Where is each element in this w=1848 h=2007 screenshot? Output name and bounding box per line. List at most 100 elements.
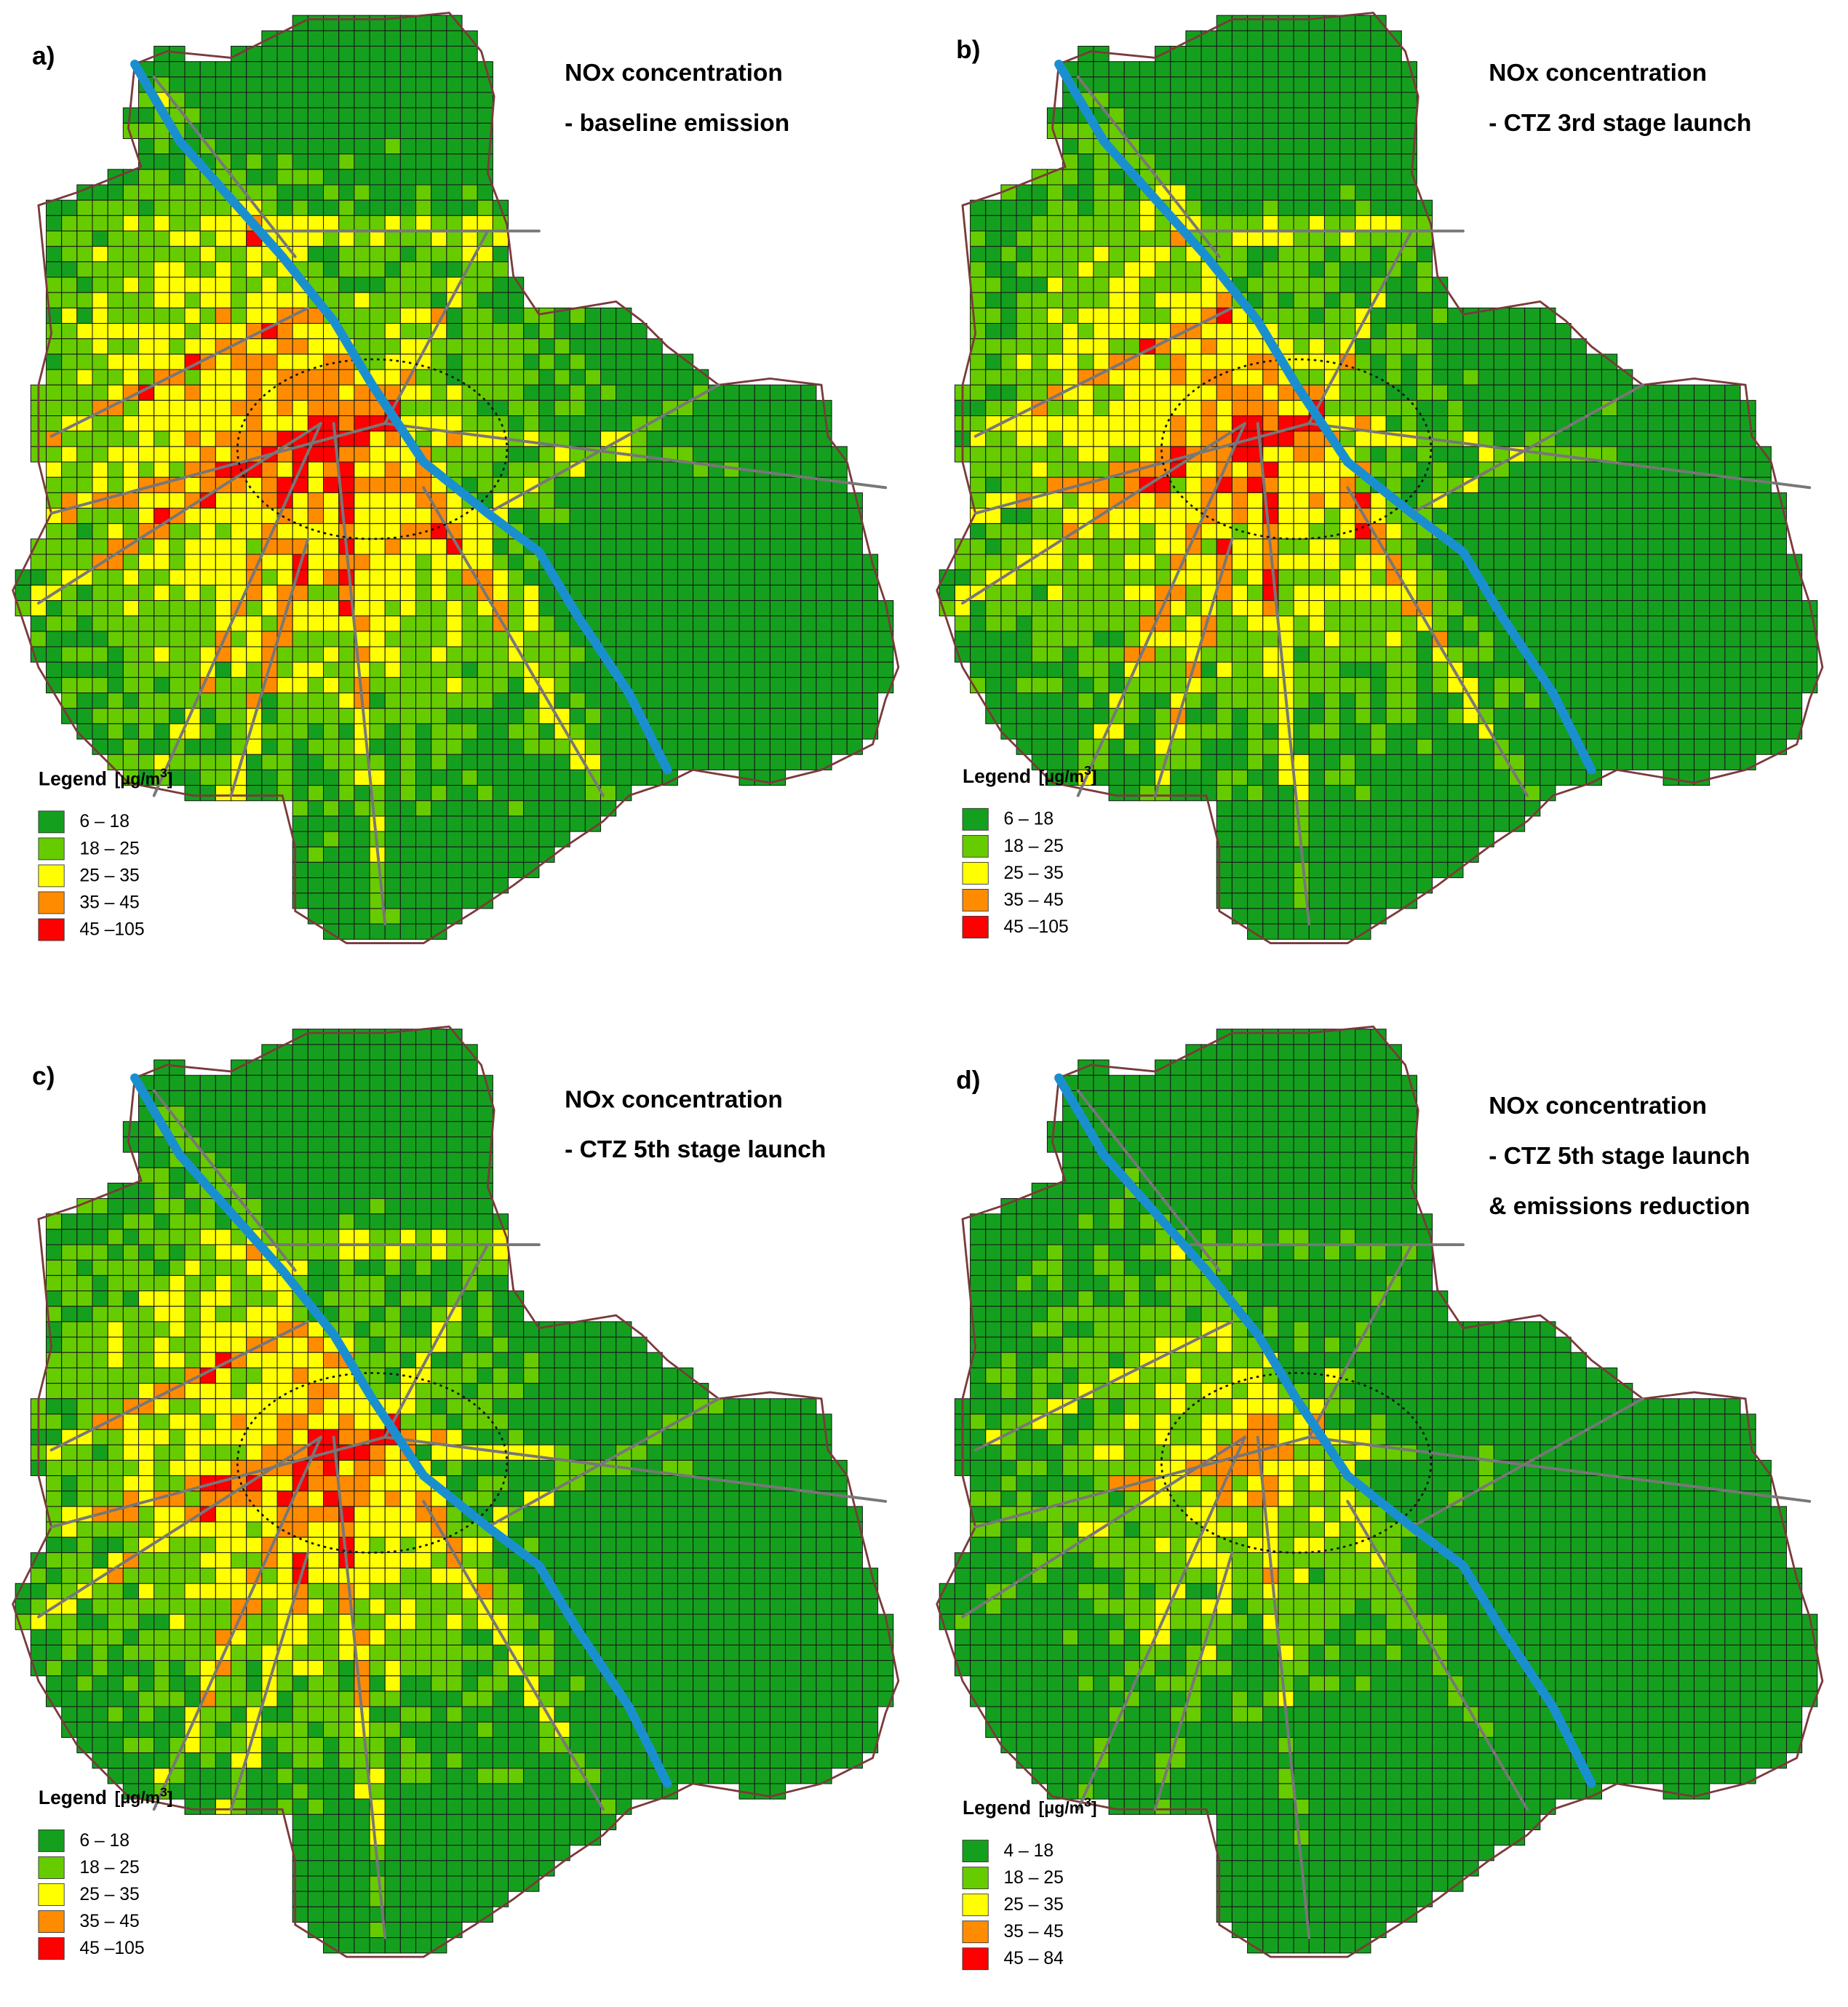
grid-cell — [461, 45, 478, 63]
grid-cell — [831, 584, 848, 602]
grid-cell — [199, 1259, 216, 1276]
grid-cell — [354, 769, 370, 786]
grid-cell — [985, 338, 1002, 355]
grid-cell — [1570, 677, 1587, 694]
grid-cell — [1108, 446, 1125, 463]
grid-cell — [369, 661, 386, 678]
grid-cell — [1185, 461, 1202, 478]
grid-cell — [384, 199, 401, 216]
grid-cell — [122, 584, 140, 602]
grid-cell — [846, 584, 863, 602]
grid-cell — [492, 307, 509, 324]
grid-cell — [1262, 446, 1279, 463]
grid-cell — [631, 492, 648, 509]
grid-cell — [1200, 276, 1217, 293]
grid-cell — [415, 693, 432, 709]
grid-cell — [354, 908, 370, 925]
grid-cell — [215, 261, 232, 278]
grid-cell — [1462, 461, 1479, 478]
grid-cell — [1016, 569, 1032, 586]
grid-cell — [1000, 508, 1017, 524]
grid-cell — [338, 307, 355, 324]
grid-cell — [1216, 399, 1232, 417]
grid-cell — [384, 923, 401, 940]
grid-cell — [600, 508, 617, 524]
grid-cell — [292, 769, 308, 786]
grid-cell — [292, 137, 308, 155]
grid-cell — [1078, 307, 1094, 324]
grid-cell — [1323, 184, 1341, 201]
panel-label: a) — [32, 42, 55, 71]
grid-cell — [154, 1367, 170, 1384]
panel-title: - CTZ 3rd stage launch — [1489, 110, 1751, 137]
grid-cell — [1308, 615, 1325, 632]
grid-cell — [169, 461, 186, 478]
grid-cell — [831, 646, 848, 663]
grid-cell — [1231, 61, 1248, 78]
grid-cell — [1123, 415, 1140, 432]
grid-cell — [693, 476, 709, 493]
grid-cell — [1755, 631, 1772, 647]
grid-cell — [1278, 461, 1294, 478]
grid-cell — [1632, 600, 1649, 617]
grid-cell — [1385, 815, 1402, 832]
grid-cell — [1478, 523, 1494, 540]
grid-cell — [693, 754, 709, 770]
grid-cell — [1262, 230, 1279, 247]
grid-cell — [138, 1598, 155, 1615]
grid-cell — [1216, 107, 1232, 124]
grid-cell — [169, 677, 186, 694]
grid-cell — [569, 384, 586, 401]
grid-cell — [1046, 569, 1064, 586]
grid-cell — [1693, 476, 1710, 493]
grid-cell — [1478, 677, 1494, 694]
grid-cell — [1200, 45, 1217, 63]
grid-cell — [831, 723, 848, 740]
grid-cell — [92, 1306, 108, 1322]
grid-cell — [616, 399, 632, 417]
grid-cell — [45, 369, 63, 386]
grid-cell — [45, 1429, 63, 1445]
grid-cell — [1000, 322, 1017, 340]
grid-cell — [1155, 107, 1171, 124]
grid-cell — [1447, 569, 1464, 586]
grid-cell — [1062, 431, 1079, 447]
grid-cell — [354, 584, 370, 602]
grid-cell — [785, 708, 802, 725]
grid-cell — [1370, 461, 1387, 478]
grid-cell — [184, 215, 201, 232]
grid-cell — [292, 169, 308, 185]
grid-cell — [169, 1613, 186, 1630]
grid-cell — [1031, 261, 1048, 278]
grid-cell — [861, 693, 879, 709]
grid-cell — [785, 738, 802, 755]
grid-cell — [554, 538, 570, 555]
grid-cell — [1585, 523, 1603, 540]
grid-cell — [1278, 261, 1294, 278]
grid-cell — [1247, 646, 1264, 663]
grid-cell — [1078, 446, 1094, 463]
grid-cell — [446, 677, 463, 694]
grid-cell — [1247, 554, 1264, 570]
grid-cell — [415, 538, 432, 555]
grid-cell — [1601, 446, 1618, 463]
grid-cell — [184, 1459, 201, 1477]
grid-cell — [92, 1675, 108, 1692]
grid-cell — [1216, 137, 1232, 155]
grid-cell — [785, 523, 802, 540]
grid-cell — [616, 461, 632, 478]
grid-cell — [76, 1491, 93, 1507]
grid-cell — [1385, 508, 1402, 524]
grid-cell — [122, 615, 140, 632]
grid-cell — [1062, 261, 1079, 278]
grid-cell — [92, 738, 108, 755]
grid-cell — [523, 461, 540, 478]
road — [1307, 422, 1812, 490]
grid-cell — [76, 1290, 93, 1307]
grid-cell — [1278, 877, 1294, 894]
grid-cell — [1678, 600, 1695, 617]
grid-cell — [538, 415, 555, 432]
grid-cell — [415, 723, 432, 740]
grid-cell — [1724, 492, 1741, 509]
grid-cell — [154, 415, 170, 432]
